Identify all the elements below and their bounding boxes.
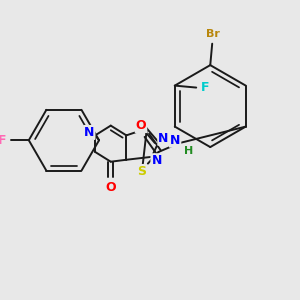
Text: F: F — [201, 81, 209, 94]
Text: H: H — [184, 146, 194, 156]
Text: S: S — [137, 165, 146, 178]
Text: N: N — [170, 134, 180, 147]
Text: O: O — [105, 181, 116, 194]
Text: N: N — [158, 132, 169, 145]
Text: N: N — [84, 126, 94, 139]
Text: N: N — [152, 154, 162, 167]
Text: F: F — [0, 134, 7, 147]
Text: Br: Br — [206, 29, 220, 39]
Text: O: O — [136, 119, 146, 132]
